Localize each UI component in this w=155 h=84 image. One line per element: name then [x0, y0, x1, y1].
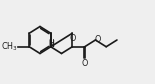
Text: N: N: [48, 40, 54, 49]
Text: H: H: [48, 39, 54, 48]
Text: O: O: [95, 35, 101, 44]
Text: CH$_3$: CH$_3$: [1, 40, 18, 53]
Text: O: O: [81, 59, 87, 68]
Text: O: O: [70, 34, 76, 43]
